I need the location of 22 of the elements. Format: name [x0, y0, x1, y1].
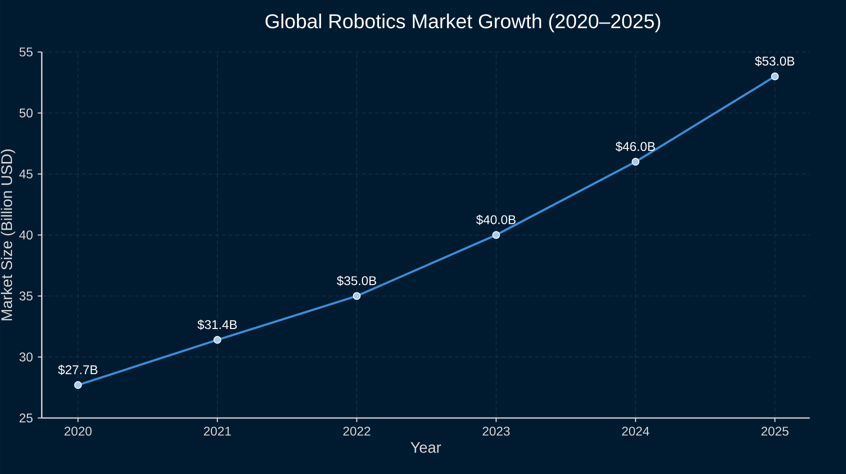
x-tick-label: 2024 — [622, 426, 650, 436]
x-tick-label: 2022 — [343, 426, 370, 436]
data-label: $27.7B — [58, 364, 98, 376]
chart-title: Global Robotics Market Growth (2020–2025) — [266, 14, 660, 32]
y-tick-label: 30 — [19, 352, 33, 362]
data-label: $35.0B — [336, 276, 376, 286]
x-tick-label: 2023 — [482, 426, 510, 436]
y-tick-label: 35 — [19, 292, 33, 300]
y-tick-label: 45 — [19, 170, 33, 178]
y-tick-label: 55 — [19, 48, 33, 56]
x-tick-label: 2025 — [761, 426, 788, 436]
y-axis-title: Market Size (Billion USD) — [0, 149, 16, 320]
x-axis-title: Year — [410, 442, 442, 453]
x-tick-label: 2021 — [204, 426, 231, 436]
data-label: $31.4B — [197, 320, 237, 330]
y-tick-label: 25 — [20, 414, 33, 422]
x-tick-label: 2020 — [64, 426, 92, 436]
y-tick-label: 40 — [19, 230, 33, 240]
data-label: $40.0B — [476, 214, 516, 225]
y-tick-label: 50 — [19, 108, 33, 118]
data-label: $53.0B — [754, 56, 794, 66]
data-label: $46.0B — [616, 141, 655, 152]
